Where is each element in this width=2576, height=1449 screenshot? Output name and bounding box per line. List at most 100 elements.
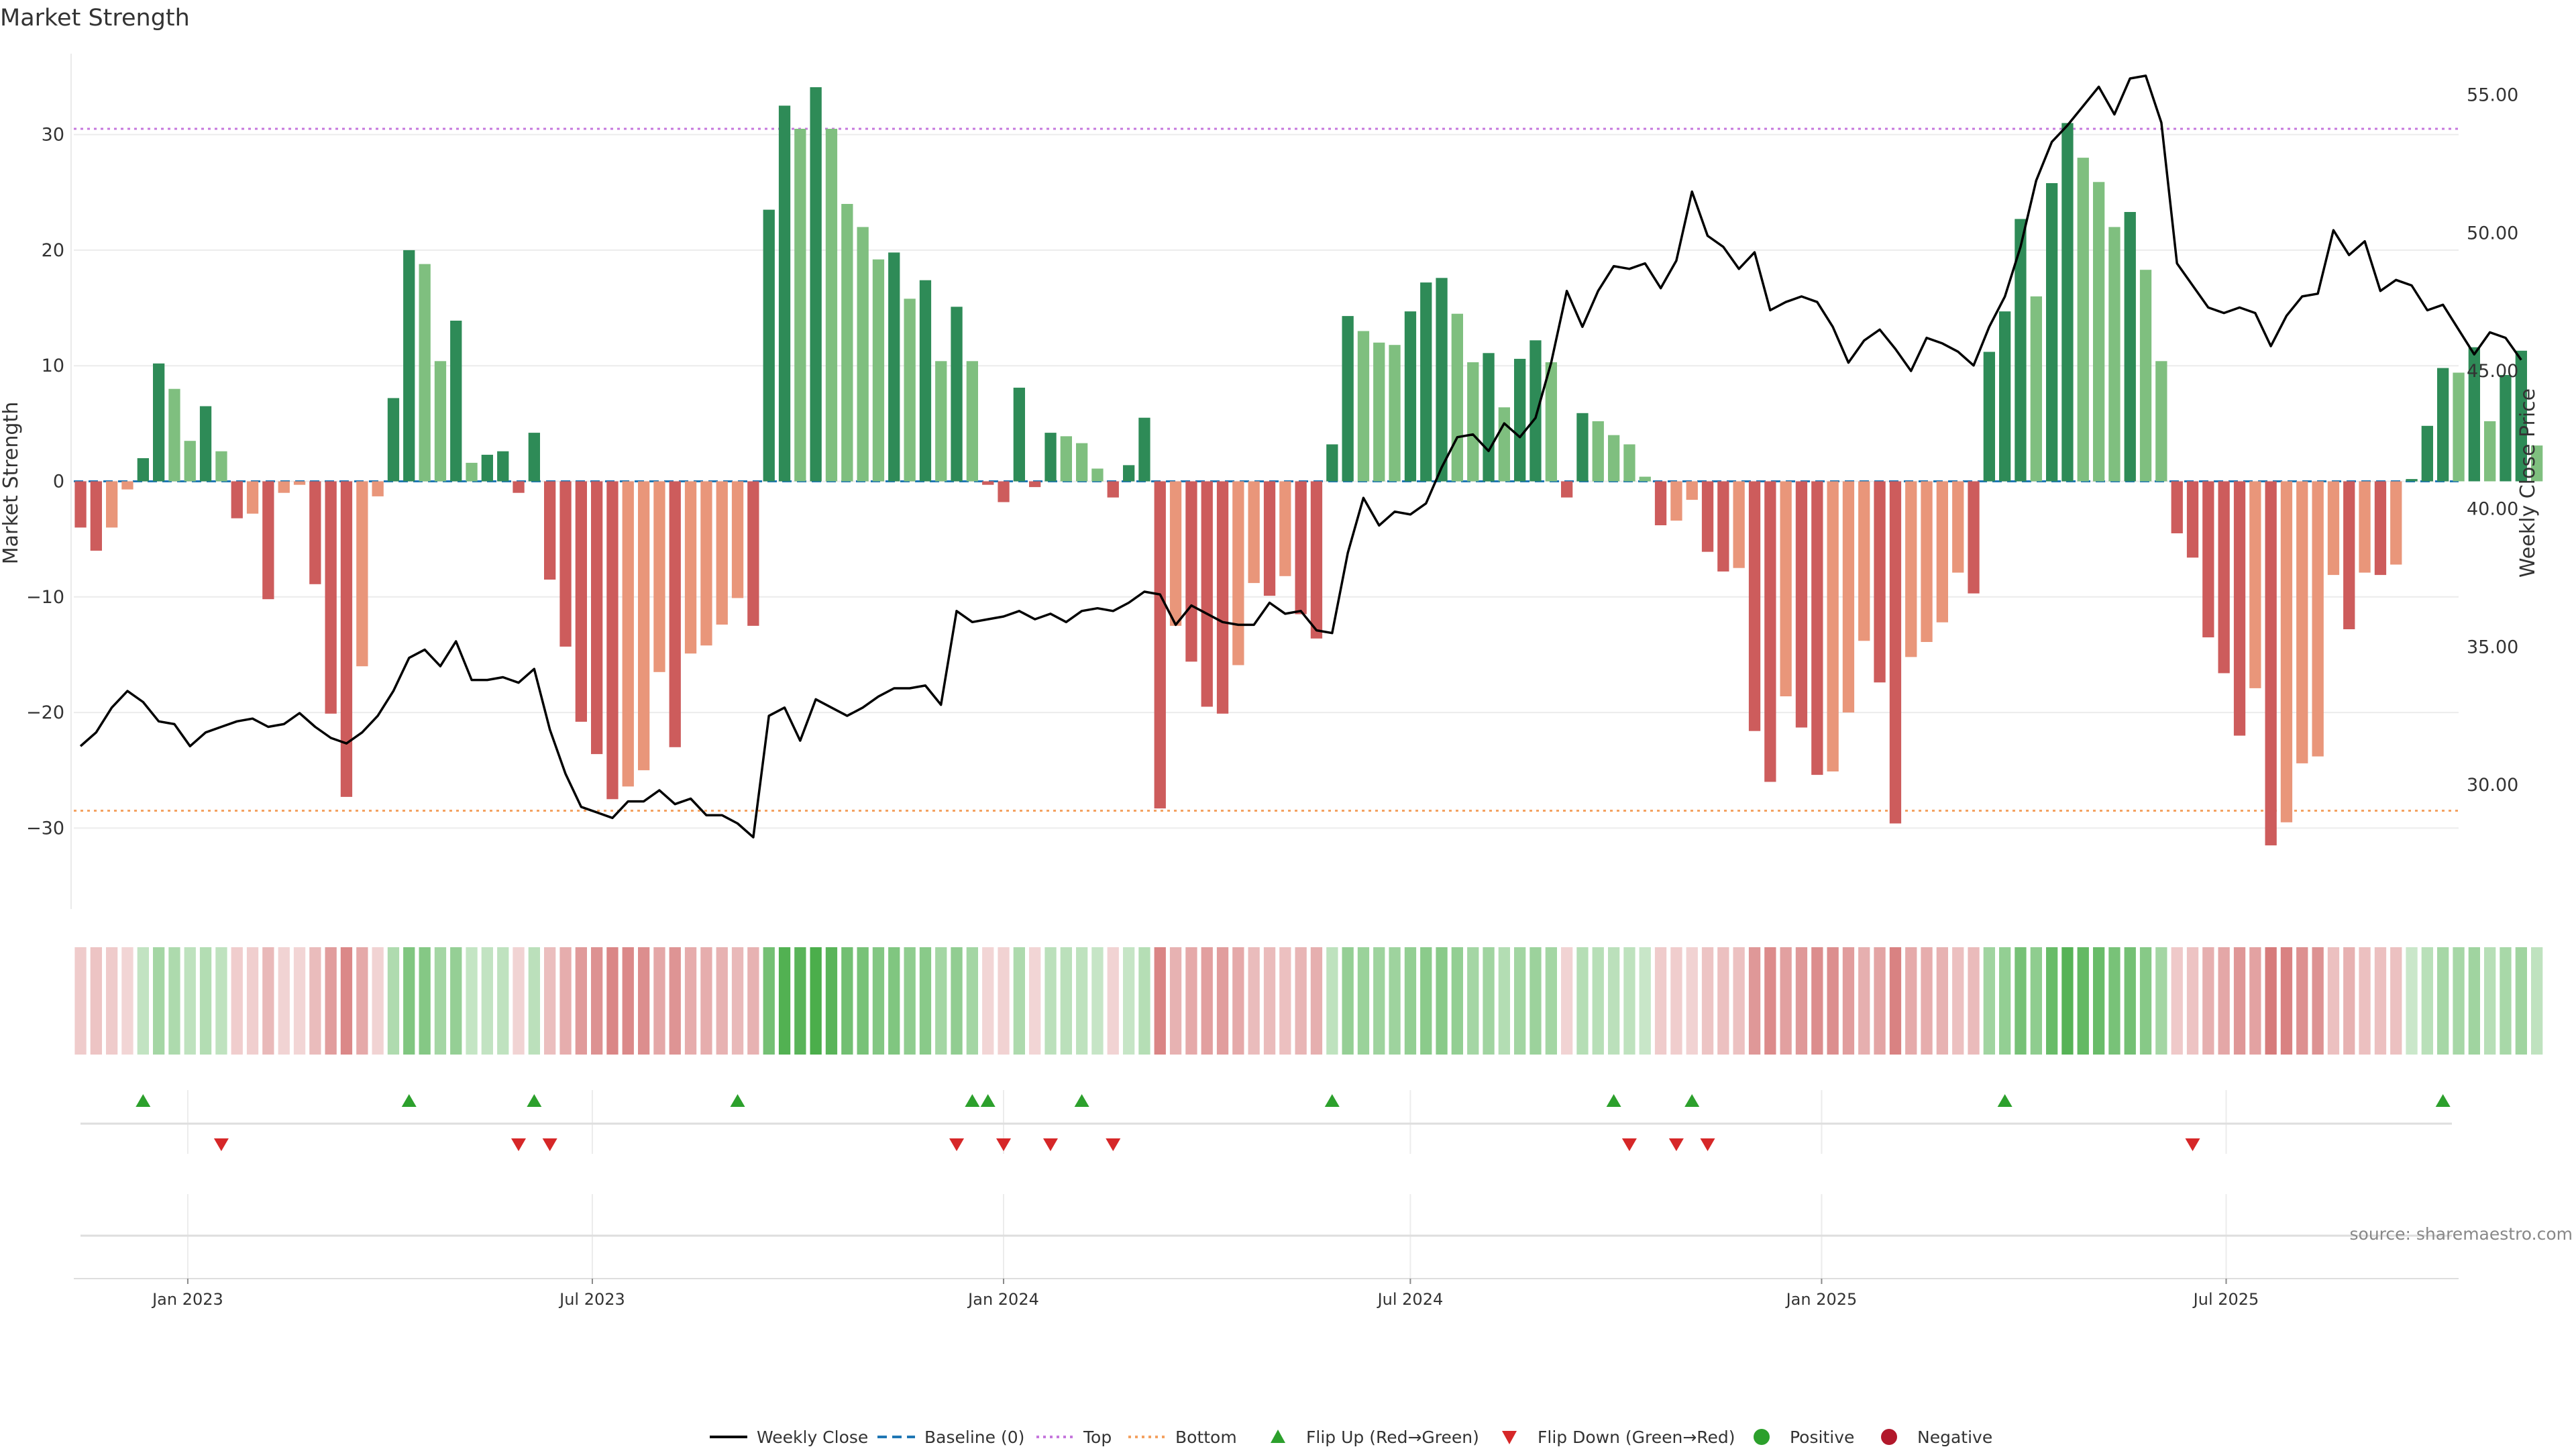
strength-bar — [137, 458, 149, 482]
strength-bar — [1733, 481, 1745, 568]
heat-cell — [2390, 947, 2402, 1055]
heat-cell — [763, 947, 775, 1055]
strength-bar — [1639, 476, 1651, 482]
flip-up-marker — [965, 1094, 980, 1107]
heat-cell — [1263, 947, 1276, 1055]
heat-cell — [2343, 947, 2355, 1055]
heat-cell — [2437, 947, 2449, 1055]
strength-bar — [763, 209, 775, 482]
legend-label: Baseline (0) — [924, 1428, 1024, 1447]
strength-bar — [1091, 468, 1104, 482]
strength-bar — [2327, 481, 2340, 576]
strength-bar — [2061, 123, 2074, 482]
heat-cell — [1842, 947, 1855, 1055]
y-axis-label: Market Strength — [0, 402, 23, 564]
strength-bar — [372, 481, 384, 496]
flip-down-marker — [949, 1138, 965, 1151]
heat-cell — [1748, 947, 1761, 1055]
heat-cell — [904, 947, 916, 1055]
heat-cell — [2202, 947, 2214, 1055]
strength-bar — [293, 481, 306, 485]
heat-cell — [559, 947, 572, 1055]
legend-swatch-flip-up — [1271, 1430, 1285, 1443]
heat-cell — [2421, 947, 2433, 1055]
strength-bar — [575, 481, 587, 722]
strength-bar — [1201, 481, 1213, 707]
heat-cell — [1858, 947, 1870, 1055]
heat-cell — [2061, 947, 2074, 1055]
heat-cell — [1044, 947, 1057, 1055]
heat-cell — [2515, 947, 2527, 1055]
strength-bar — [1561, 481, 1573, 498]
heat-cell — [1764, 947, 1776, 1055]
heat-cell — [2233, 947, 2246, 1055]
heat-cell — [1185, 947, 1197, 1055]
strength-bar — [778, 105, 791, 482]
heat-cell — [2124, 947, 2136, 1055]
strength-bar — [1968, 481, 1980, 594]
strength-bar — [2421, 425, 2433, 482]
heat-cell — [1154, 947, 1166, 1055]
heat-cell — [434, 947, 447, 1055]
strength-bar — [825, 129, 838, 482]
strength-bar — [1592, 421, 1604, 482]
flip-down-marker — [2185, 1138, 2200, 1151]
strength-bar — [434, 361, 447, 482]
heat-cell — [1326, 947, 1338, 1055]
heat-cell — [246, 947, 259, 1055]
heat-cell — [1811, 947, 1823, 1055]
flip-up-marker — [136, 1094, 151, 1107]
strength-bar — [74, 481, 87, 528]
heat-cell — [1999, 947, 2011, 1055]
strength-bar — [1623, 444, 1635, 482]
strength-heat-strip — [74, 947, 2543, 1055]
strength-bar — [1514, 358, 1526, 482]
heat-cell — [1514, 947, 1526, 1055]
strength-bar — [1404, 311, 1417, 482]
heat-cell — [606, 947, 619, 1055]
heat-cell — [591, 947, 603, 1055]
heat-cell — [1404, 947, 1417, 1055]
heat-cell — [528, 947, 540, 1055]
heat-cell — [2374, 947, 2387, 1055]
heat-cell — [1295, 947, 1307, 1055]
heat-cell — [1029, 947, 1041, 1055]
strength-bar — [888, 252, 900, 482]
strength-bar — [2093, 182, 2105, 482]
heat-cell — [168, 947, 180, 1055]
strength-bar — [1279, 481, 1291, 576]
strength-bar — [1670, 481, 1682, 521]
strength-bar — [1529, 340, 1542, 482]
heat-cell — [2186, 947, 2199, 1055]
heat-cell — [1592, 947, 1604, 1055]
x-tick-label: Jan 2023 — [151, 1290, 223, 1309]
strength-bar — [1248, 481, 1260, 584]
heat-cell — [293, 947, 306, 1055]
strength-bar — [544, 481, 556, 580]
strength-bar — [935, 361, 947, 482]
heat-cell — [1248, 947, 1260, 1055]
strength-bar — [340, 481, 353, 797]
strength-bar — [231, 481, 243, 519]
heat-cell — [2139, 947, 2152, 1055]
heat-cell — [325, 947, 337, 1055]
strength-bar — [168, 388, 180, 482]
heat-cell — [153, 947, 165, 1055]
strength-bar — [1310, 481, 1323, 639]
heat-cell — [2218, 947, 2230, 1055]
flip-up-marker — [1684, 1094, 1700, 1107]
heat-cell — [419, 947, 431, 1055]
strength-bar — [153, 363, 165, 482]
x-tick-label: Jan 2024 — [967, 1290, 1039, 1309]
strength-bar — [2453, 372, 2465, 482]
heat-cell — [403, 947, 415, 1055]
strength-bar — [356, 481, 368, 667]
heat-cell — [106, 947, 118, 1055]
heat-cell — [1921, 947, 1933, 1055]
heat-cell — [2296, 947, 2308, 1055]
strength-bar — [2030, 296, 2042, 482]
heat-cell — [2015, 947, 2027, 1055]
heat-cell — [872, 947, 885, 1055]
heat-cell — [1529, 947, 1542, 1055]
